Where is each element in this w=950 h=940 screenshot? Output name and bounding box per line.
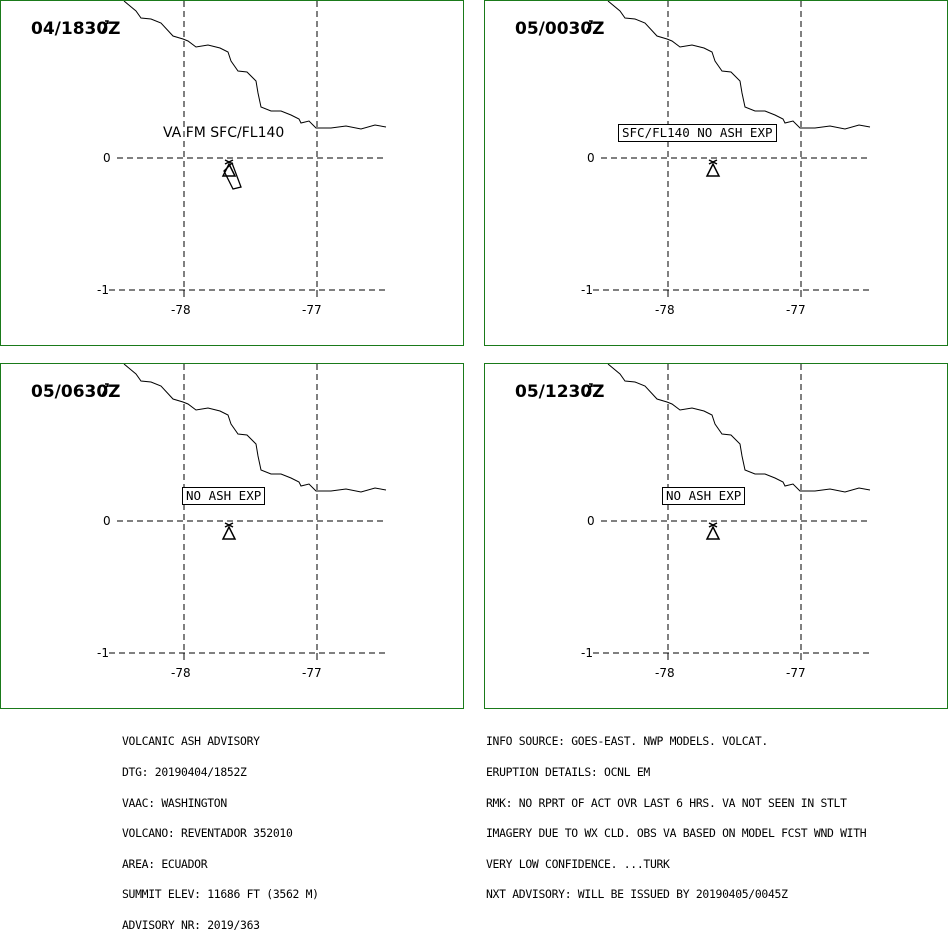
lat-label-0: 0 — [587, 514, 595, 528]
map-panel-1: 04/1830Z 0 -1 -78 -77 VA FM SFC/FL140 — [0, 0, 464, 346]
lon-label-neg77: -77 — [786, 303, 806, 317]
volcano-cross — [708, 159, 718, 165]
volcano-cross — [708, 522, 718, 528]
map-panel-4: 05/1230Z 0 -1 -78 -77 NO ASH EXP — [484, 363, 948, 709]
lon-label-neg78: -78 — [171, 303, 191, 317]
advisory-text-left: VOLCANIC ASH ADVISORY DTG: 20190404/1852… — [122, 716, 319, 940]
map-canvas-3 — [101, 364, 387, 660]
panel-time-4: 05/1230Z — [515, 382, 605, 402]
lat-label-0: 0 — [587, 151, 595, 165]
coastline — [607, 1, 871, 130]
volcano-icon — [221, 522, 237, 540]
lat-label-neg1: -1 — [97, 646, 109, 660]
ash-label-3: NO ASH EXP — [182, 487, 266, 505]
ash-label-1: VA FM SFC/FL140 — [163, 125, 285, 141]
advisory-line: AREA: ECUADOR — [122, 856, 208, 871]
coastline — [123, 364, 387, 493]
time-marker-icon — [101, 383, 109, 397]
advisory-line: ADVISORY NR: 2019/363 — [122, 918, 260, 933]
panel-time-3: 05/0630Z — [31, 382, 121, 402]
coastline — [123, 1, 387, 130]
volcano-icon — [705, 159, 721, 177]
map-canvas-4 — [585, 364, 871, 660]
advisory-line: SUMMIT ELEV: 11686 FT (3562 M) — [122, 887, 319, 902]
panel-time-2: 05/0030Z — [515, 19, 605, 39]
volcano-triangle — [221, 525, 237, 540]
volcano-triangle — [705, 525, 721, 540]
coastline — [607, 364, 871, 493]
lat-label-0: 0 — [103, 151, 111, 165]
ash-label-2: SFC/FL140 NO ASH EXP — [618, 124, 777, 142]
time-marker-icon — [585, 383, 593, 397]
advisory-line: VERY LOW CONFIDENCE. ...TURK — [486, 856, 670, 871]
advisory-line: VOLCANO: REVENTADOR 352010 — [122, 826, 293, 841]
advisory-line: IMAGERY DUE TO WX CLD. OBS VA BASED ON M… — [486, 826, 867, 841]
map-panel-2: 05/0030Z 0 -1 -78 -77 SFC/FL140 NO ASH E… — [484, 0, 948, 346]
lat-label-neg1: -1 — [581, 646, 593, 660]
panel-time-1: 04/1830Z — [31, 19, 121, 39]
lon-label-neg78: -78 — [655, 303, 675, 317]
volcano-triangle — [221, 162, 237, 177]
lat-label-neg1: -1 — [97, 283, 109, 297]
volcano-cross — [224, 522, 234, 528]
map-canvas-2 — [585, 1, 871, 297]
time-marker-icon — [585, 20, 593, 34]
advisory-line: INFO SOURCE: GOES-EAST. NWP MODELS. VOLC… — [486, 734, 768, 749]
time-marker-icon — [101, 20, 109, 34]
map-panel-3: 05/0630Z 0 -1 -78 -77 NO ASH EXP — [0, 363, 464, 709]
volcano-icon — [705, 522, 721, 540]
advisory-line: VOLCANIC ASH ADVISORY — [122, 734, 260, 749]
lon-label-neg78: -78 — [655, 666, 675, 680]
lat-label-0: 0 — [103, 514, 111, 528]
ash-label-4: NO ASH EXP — [662, 487, 746, 505]
advisory-line: DTG: 20190404/1852Z — [122, 765, 247, 780]
lon-label-neg77: -77 — [786, 666, 806, 680]
lon-label-neg78: -78 — [171, 666, 191, 680]
map-canvas-1 — [101, 1, 387, 297]
volcano-triangle — [705, 162, 721, 177]
lat-label-neg1: -1 — [581, 283, 593, 297]
advisory-text-right: INFO SOURCE: GOES-EAST. NWP MODELS. VOLC… — [486, 716, 867, 910]
advisory-line: VAAC: WASHINGTON — [122, 795, 227, 810]
advisory-line: NXT ADVISORY: WILL BE ISSUED BY 20190405… — [486, 887, 788, 902]
ash-plume-polygon — [223, 161, 242, 190]
lon-label-neg77: -77 — [302, 303, 322, 317]
advisory-line: RMK: NO RPRT OF ACT OVR LAST 6 HRS. VA N… — [486, 795, 847, 810]
advisory-line: ERUPTION DETAILS: OCNL EM — [486, 765, 650, 780]
lon-label-neg77: -77 — [302, 666, 322, 680]
